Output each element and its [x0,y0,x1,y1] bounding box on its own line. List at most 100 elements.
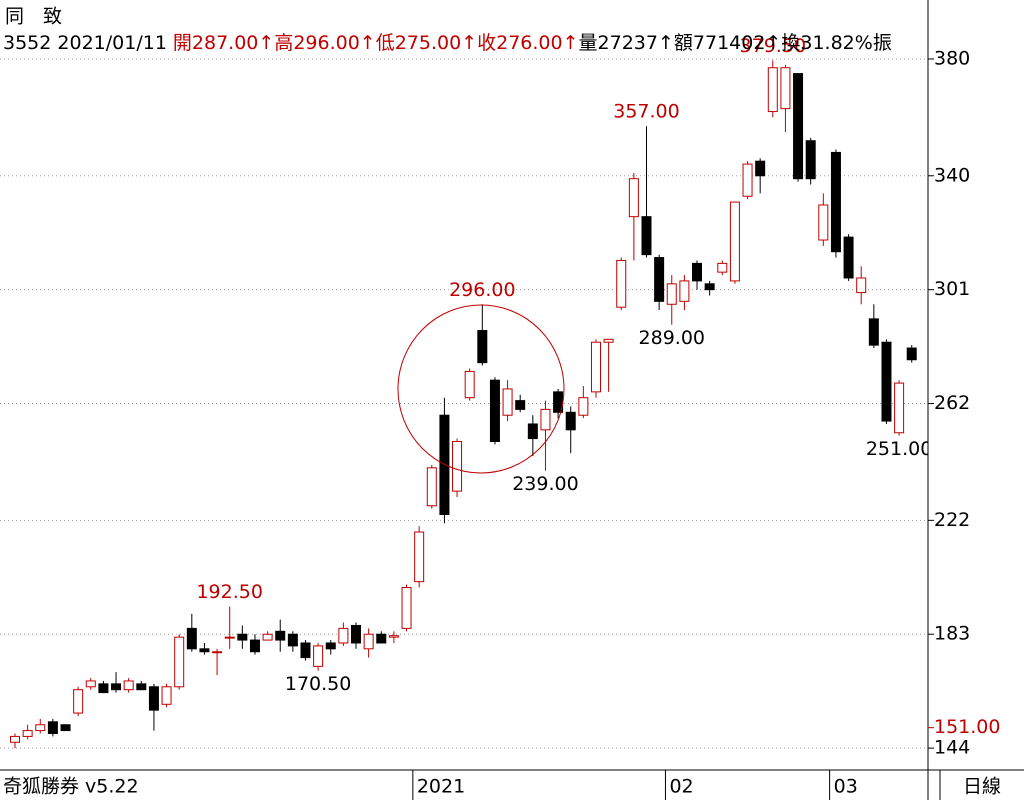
candle-body [881,341,892,422]
candle-body [780,67,791,110]
candle-body [73,689,84,714]
quote-field: 振 [873,32,892,54]
candle-body [767,67,778,113]
candle-body [452,441,463,492]
candle-body [300,642,311,659]
candle-body [376,633,387,644]
candle-body [287,633,298,647]
candle-body [477,330,488,364]
candle-body [60,724,71,732]
candle-body [85,680,96,688]
candle-body [641,216,652,256]
candle-body [363,633,374,650]
candle-body [426,467,437,507]
x-tick-label: 02 [669,776,693,798]
quote-field: 額771402↑ [674,32,781,54]
candle-body [325,642,336,650]
candle-body [868,318,879,346]
candle-body [906,347,917,361]
candle-body [527,423,538,440]
extreme-label: 170.50 [285,673,351,695]
extreme-label: 379.50 [740,35,806,57]
candle-body [679,280,690,302]
quote-field: 收276.00↑ [477,32,578,54]
candle-body [186,627,197,650]
candle-body [805,140,816,180]
candle-body [578,397,589,416]
candle-body [628,178,639,218]
candle-body [174,636,185,688]
axis-background [928,0,1024,800]
code-date: 3552 2021/01/11 [3,32,167,54]
period-label: 日線 [963,776,1001,798]
annotations: 192.50 170.50 296.00 239.00 357.00 289.00 379.… [196,35,932,695]
candle-body [654,257,665,302]
axes: 144 183 222 262 301 340 380 151.00 2021 02 03 [412,47,1000,800]
candle-body [590,341,601,393]
quote-field: 高296.00↑ [274,32,375,54]
candle-body [111,683,122,691]
candle-body [565,411,576,431]
candle-body [262,633,273,641]
candle-body [161,686,172,705]
candle-body [35,724,46,732]
quote-field: 低275.00↑ [376,32,477,54]
extreme-label: 289.00 [639,327,705,349]
candle-body [98,683,109,694]
candle-body [692,262,703,282]
app-label: 奇狐勝券 v5.22 [3,776,139,798]
quote-field: 換31.82% [781,32,872,54]
stock-name: 同 致 [5,6,62,28]
candle-body [414,531,425,583]
candle-body [603,338,614,343]
plot-area [0,58,928,749]
candle-body [401,587,412,629]
candle-body [830,151,841,253]
extreme-label: 296.00 [449,279,515,301]
candle-body [199,648,210,653]
x-tick-label: 03 [834,776,858,798]
extreme-label: 251.00 [866,438,932,460]
candle-body [237,633,248,641]
candle-body [729,201,740,282]
candle-body [502,388,513,416]
candle-body [47,721,58,735]
y-tick-label: 183 [934,623,970,645]
candle-body [275,630,286,641]
y-tick-label: 222 [934,509,970,531]
x-tick-label: 2021 [417,776,465,798]
quote-info: 3552 2021/01/11 開287.00↑高296.00↑低275.00↑收… [3,32,892,54]
candle-body [489,379,500,443]
candle-body [338,627,349,644]
extreme-label: 357.00 [613,101,679,123]
price-marker-label: 151.00 [934,716,1000,738]
candle-body [10,735,20,743]
quote-field: 開287.00↑ [173,32,274,54]
candle-body [351,624,362,644]
candle-body [666,283,677,305]
candle-body [818,204,829,241]
candle-body [249,639,260,653]
quote-field: 量27237↑ [579,32,674,54]
candle-body [136,683,147,691]
candle-body [123,680,134,691]
candle-body [894,382,905,434]
candle-body [616,259,627,308]
candle-body [717,262,728,273]
candle-body [313,645,324,667]
candle-body [464,370,475,399]
highlight-circle [397,304,565,474]
candle-body [843,236,854,279]
y-tick-label: 301 [934,278,970,300]
candle-body [22,730,33,737]
y-tick-label: 340 [934,164,970,186]
y-tick-label: 380 [934,47,970,69]
candle-body [388,635,399,638]
candle-body [793,73,804,180]
candle-body [515,400,526,410]
candle-body [212,651,223,654]
extreme-label: 239.00 [512,473,578,495]
y-tick-label: 144 [934,737,970,759]
candle-body [704,283,715,291]
